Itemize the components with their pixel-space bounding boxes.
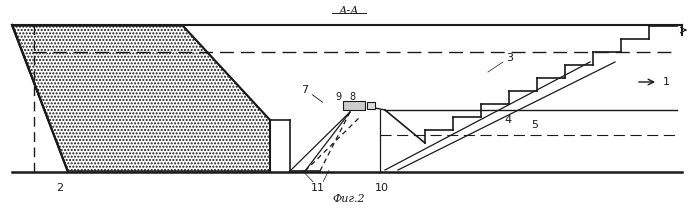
Text: 1: 1 [663, 77, 670, 87]
Text: 5: 5 [531, 120, 538, 130]
Text: 9: 9 [335, 92, 341, 102]
Text: А-А: А-А [339, 6, 359, 16]
Polygon shape [13, 26, 270, 171]
Text: 10: 10 [375, 183, 389, 193]
Text: 11: 11 [311, 183, 325, 193]
Bar [343, 101, 365, 110]
Text: 2: 2 [57, 183, 64, 193]
Text: 8: 8 [349, 92, 355, 102]
Text: Фиг.2: Фиг.2 [333, 194, 365, 204]
Bar [367, 102, 375, 109]
Text: 4: 4 [505, 115, 512, 125]
Text: 7: 7 [302, 85, 309, 95]
Text: 3: 3 [507, 53, 514, 63]
